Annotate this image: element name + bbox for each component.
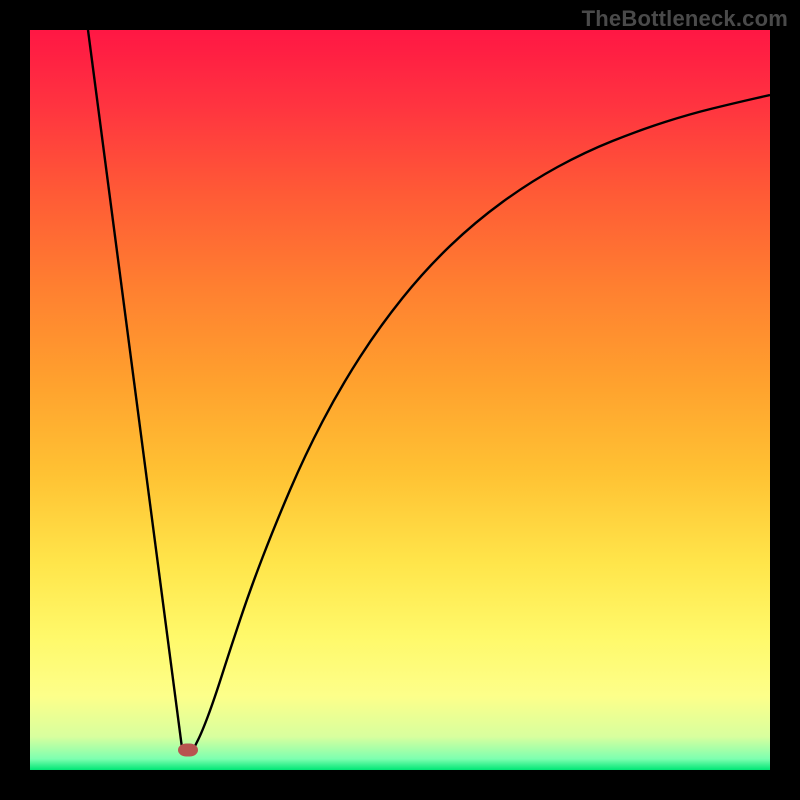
plot-area bbox=[30, 30, 770, 770]
curve-right-arc bbox=[194, 95, 770, 748]
chart-container: TheBottleneck.com bbox=[0, 0, 800, 800]
trough-marker bbox=[178, 744, 198, 757]
curve-left-line bbox=[88, 30, 182, 748]
bottleneck-curve bbox=[30, 30, 770, 770]
watermark-text: TheBottleneck.com bbox=[582, 6, 788, 32]
